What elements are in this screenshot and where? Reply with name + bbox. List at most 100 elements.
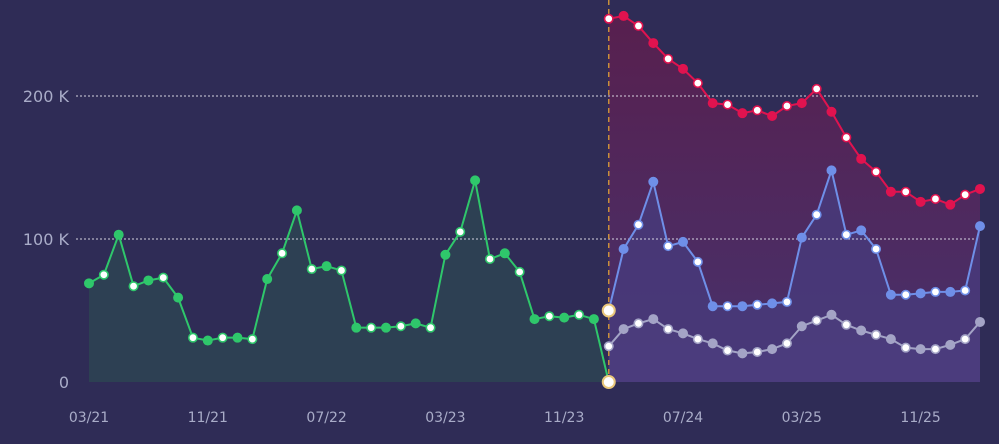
forecast_low-point [618, 324, 629, 335]
x-tick-label: 03/25 [782, 410, 822, 426]
x-tick-label: 11/25 [900, 410, 940, 426]
forecast_high-point [707, 98, 718, 109]
forecast_mid-point [601, 303, 616, 318]
forecast_low-point [707, 338, 718, 349]
forecast-mid-area [608, 170, 980, 382]
forecast_high-point [841, 132, 852, 143]
forecast_low-point [722, 345, 733, 356]
historical-point [395, 321, 406, 332]
forecast_high-point [945, 199, 956, 210]
historical-point [84, 278, 95, 289]
historical-point [262, 274, 273, 285]
area-fills [89, 15, 980, 382]
forecast_low-point [930, 344, 941, 355]
historical-point [173, 292, 184, 303]
y-tick-label: 100 K [23, 230, 70, 249]
forecast_low-point [811, 315, 822, 326]
historical-point [499, 248, 510, 259]
forecast_high-point [663, 53, 674, 64]
forecast_mid-point [960, 285, 971, 296]
forecast_low-point [841, 319, 852, 330]
forecast_low-point [856, 325, 867, 336]
forecast_mid-point [781, 296, 792, 307]
x-tick-label: 03/23 [425, 410, 465, 426]
forecast_mid-point [677, 236, 688, 247]
forecast_low-point [677, 328, 688, 339]
forecast_low-point [974, 316, 985, 327]
historical-point [202, 335, 213, 346]
forecast_high-point [885, 186, 896, 197]
historical-point [380, 322, 391, 333]
historical-point [158, 272, 169, 283]
forecast_high-point [915, 196, 926, 207]
forecast_high-point [871, 166, 882, 177]
forecast_low-point [960, 334, 971, 345]
forecast_high-point [633, 20, 644, 31]
forecast_low-point [885, 334, 896, 345]
forecast_low-point [945, 339, 956, 350]
forecast_low-point [648, 314, 659, 325]
forecast_mid-point [707, 301, 718, 312]
forecast_high-point [767, 111, 778, 122]
forecast_low-point [871, 329, 882, 340]
forecast_low-point [781, 338, 792, 349]
forecast_high-point [692, 78, 703, 89]
historical-point [247, 334, 258, 345]
x-tick-label: 07/22 [306, 410, 346, 426]
historical-point [351, 322, 362, 333]
forecast_mid-point [633, 219, 644, 230]
x-tick-label: 11/21 [188, 410, 228, 426]
forecast_mid-point [885, 289, 896, 300]
forecast_high-point [930, 193, 941, 204]
forecast_mid-point [900, 289, 911, 300]
historical-point [574, 309, 585, 320]
forecast_low-point [633, 318, 644, 329]
historical-point [588, 314, 599, 325]
forecast_low-point [796, 321, 807, 332]
historical-point [187, 332, 198, 343]
forecast_high-point [781, 101, 792, 112]
forecast_mid-point [974, 221, 985, 232]
x-tick-label: 11/23 [544, 410, 584, 426]
historical-point [410, 318, 421, 329]
forecast_mid-point [648, 176, 659, 187]
forecast_mid-point [856, 225, 867, 236]
forecast_high-point [974, 183, 985, 194]
forecast_low-point [663, 324, 674, 335]
historical-point [514, 266, 525, 277]
historical-point [321, 261, 332, 272]
forecast_high-point [648, 38, 659, 49]
forecast-low-area [608, 314, 980, 382]
historical-point [113, 229, 124, 240]
historical-point [306, 264, 317, 275]
historical-point [425, 322, 436, 333]
forecast_low-point [737, 348, 748, 359]
forecast_mid-point [915, 288, 926, 299]
historical-point [529, 314, 540, 325]
historical-point [484, 254, 495, 265]
forecast_high-point [677, 63, 688, 74]
forecast_mid-point [722, 301, 733, 312]
series-points [84, 10, 985, 389]
historical-point [455, 226, 466, 237]
forecast_mid-point [752, 299, 763, 310]
forecast_low-point [603, 341, 614, 352]
forecast_mid-point [826, 165, 837, 176]
forecast_high-point [737, 108, 748, 119]
forecast_high-point [752, 105, 763, 116]
forecast_high-point [900, 186, 911, 197]
historical-point [217, 332, 228, 343]
y-tick-label: 200 K [23, 87, 70, 106]
historical-point [291, 205, 302, 216]
forecast_high-point [796, 98, 807, 109]
historical-point [143, 275, 154, 286]
forecast_low-point [752, 346, 763, 357]
forecast_low-point [900, 342, 911, 353]
forecast_high-point [811, 83, 822, 94]
forecast_mid-point [871, 244, 882, 255]
historical-point [128, 281, 139, 292]
historical-point [277, 248, 288, 259]
forecast_mid-point [930, 286, 941, 297]
historical-point [336, 265, 347, 276]
